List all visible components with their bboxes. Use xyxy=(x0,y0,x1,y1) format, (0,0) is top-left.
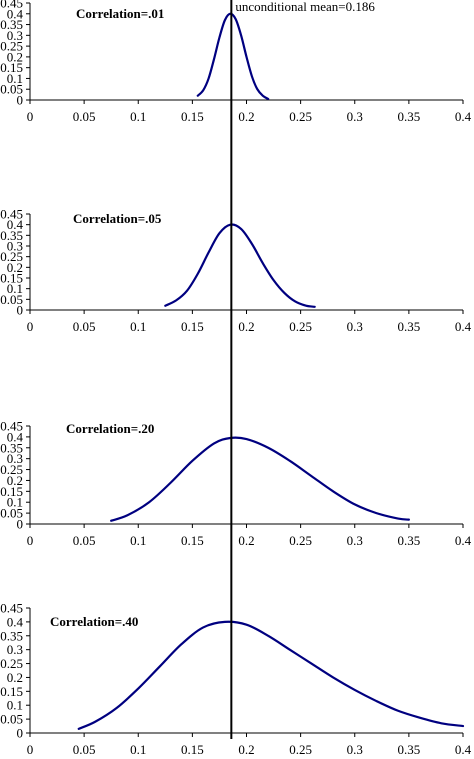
x-tick-label: 0.2 xyxy=(238,533,254,548)
y-tick-label: 0.05 xyxy=(0,506,23,521)
x-tick-label: 0.35 xyxy=(398,533,421,548)
y-tick-label: 0.4 xyxy=(7,429,24,444)
x-tick-label: 0.4 xyxy=(455,109,472,124)
x-tick-label: 0 xyxy=(27,109,34,124)
x-tick-label: 0.3 xyxy=(347,319,363,334)
x-tick-label: 0.05 xyxy=(73,109,96,124)
x-tick-label: 0.05 xyxy=(73,742,96,757)
y-tick-label: 0.05 xyxy=(0,82,23,97)
y-tick-label: 0.4 xyxy=(7,6,24,21)
y-tick-label: 0.4 xyxy=(7,614,24,629)
y-tick-label: 0.35 xyxy=(0,440,23,455)
x-tick-label: 0.25 xyxy=(289,109,312,124)
panel-title: Correlation=.05 xyxy=(73,211,162,226)
x-tick-label: 0.2 xyxy=(238,319,254,334)
y-tick-label: 0.15 xyxy=(0,271,23,286)
y-tick-label: 0.2 xyxy=(7,473,23,488)
y-tick-label: 0.2 xyxy=(7,670,23,685)
panel-1: 00.050.10.150.20.250.30.350.40.450 0.05 0.… xyxy=(0,0,471,124)
y-tick-label: 0.45 xyxy=(0,207,23,222)
x-tick-label: 0.3 xyxy=(347,109,363,124)
x-tick-label: 0.05 xyxy=(73,319,96,334)
y-tick-label: 0.25 xyxy=(0,462,23,477)
density-curve xyxy=(164,223,316,308)
x-tick-label: 0.25 xyxy=(289,742,312,757)
y-tick-label: 0.1 xyxy=(7,281,23,296)
panel-2: 00.050.10.150.20.250.30.350.40.450 0.05 0.… xyxy=(0,207,471,335)
y-tick-label: 0.3 xyxy=(7,642,23,657)
panel-title: Correlation=.01 xyxy=(76,6,164,21)
y-tick-label: 0.3 xyxy=(7,451,23,466)
x-tick-label: 0.35 xyxy=(398,109,421,124)
y-tick-label: 0.35 xyxy=(0,628,23,643)
y-tick-label: 0.45 xyxy=(0,419,23,434)
x-tick-label: 0.1 xyxy=(130,319,146,334)
x-tick-label: 0.25 xyxy=(289,319,312,334)
unconditional-mean-label: unconditional mean=0.186 xyxy=(235,0,375,14)
y-tick-label: 0 xyxy=(17,726,24,741)
y-tick-label: 0 xyxy=(17,303,24,318)
density-curve xyxy=(196,12,270,101)
x-tick-label: 0.35 xyxy=(398,742,421,757)
y-tick-label: 0.45 xyxy=(0,0,23,11)
x-tick-label: 0.1 xyxy=(130,109,146,124)
y-tick-label: 0.4 xyxy=(7,217,24,232)
x-tick-label: 0.15 xyxy=(181,109,204,124)
panel-3: 00.050.10.150.20.250.30.350.40.450 0.05 0.… xyxy=(0,419,471,549)
y-tick-label: 0.15 xyxy=(0,484,23,499)
panel-title: Correlation=.20 xyxy=(66,421,154,436)
x-tick-label: 0.4 xyxy=(455,319,472,334)
y-tick-label: 0.05 xyxy=(0,712,23,727)
x-tick-label: 0.05 xyxy=(73,533,96,548)
y-tick-label: 0 xyxy=(17,517,24,532)
y-tick-label: 0 xyxy=(17,93,24,108)
panel-title: Correlation=.40 xyxy=(50,614,138,629)
panel-4: 00.050.10.150.20.250.30.350.40.450 0.05 0.… xyxy=(0,601,471,758)
density-curve xyxy=(110,436,410,522)
x-tick-label: 0.15 xyxy=(181,533,204,548)
y-tick-label: 0.2 xyxy=(7,260,23,275)
y-tick-label: 0.25 xyxy=(0,249,23,264)
y-tick-label: 0.25 xyxy=(0,656,23,671)
x-tick-label: 0.1 xyxy=(130,742,146,757)
y-tick-label: 0.1 xyxy=(7,71,23,86)
x-tick-label: 0.2 xyxy=(238,742,254,757)
x-tick-label: 0.25 xyxy=(289,533,312,548)
x-tick-label: 0.15 xyxy=(181,319,204,334)
x-tick-label: 0.3 xyxy=(347,533,363,548)
y-tick-label: 0.45 xyxy=(0,601,23,616)
y-tick-label: 0.3 xyxy=(7,28,23,43)
density-curve xyxy=(77,620,465,730)
y-tick-label: 0.15 xyxy=(0,684,23,699)
y-tick-label: 0.1 xyxy=(7,495,23,510)
x-tick-label: 0 xyxy=(27,319,34,334)
x-tick-label: 0.35 xyxy=(398,319,421,334)
y-tick-label: 0.05 xyxy=(0,292,23,307)
y-tick-label: 0.3 xyxy=(7,239,23,254)
x-tick-label: 0.2 xyxy=(238,109,254,124)
x-tick-label: 0.1 xyxy=(130,533,146,548)
y-tick-label: 0.15 xyxy=(0,60,23,75)
x-tick-label: 0.15 xyxy=(181,742,204,757)
y-tick-label: 0.35 xyxy=(0,17,23,32)
x-tick-label: 0.3 xyxy=(347,742,363,757)
x-tick-label: 0 xyxy=(27,742,34,757)
y-tick-label: 0.25 xyxy=(0,39,23,54)
y-tick-label: 0.35 xyxy=(0,228,23,243)
y-tick-label: 0.1 xyxy=(7,698,23,713)
x-tick-label: 0.4 xyxy=(455,742,472,757)
x-tick-label: 0 xyxy=(27,533,34,548)
y-tick-label: 0.2 xyxy=(7,49,23,64)
x-tick-label: 0.4 xyxy=(455,533,472,548)
